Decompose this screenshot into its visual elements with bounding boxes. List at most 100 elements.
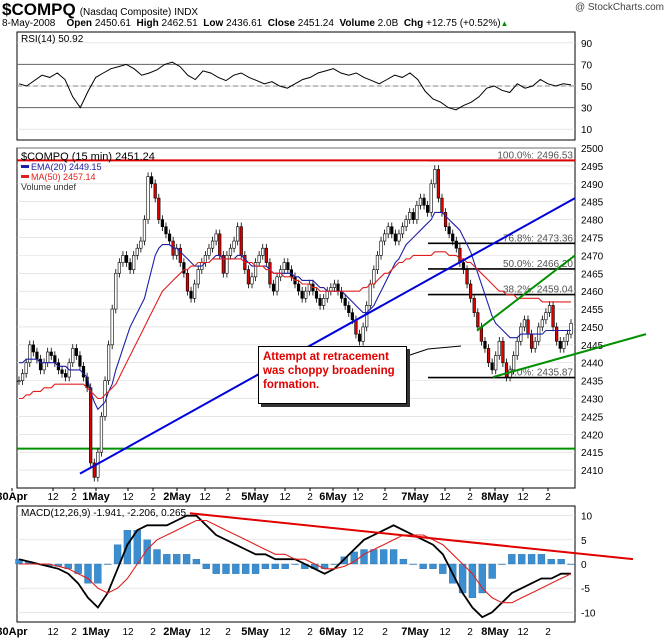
candle-body <box>81 366 86 378</box>
annotation-line-3: formation. <box>263 379 320 391</box>
candle-body <box>236 226 240 242</box>
candle-body <box>368 283 372 306</box>
high-label: High <box>136 18 159 29</box>
x-tick-label-macd: 2 <box>467 627 473 638</box>
candle-body <box>318 298 322 306</box>
candle-body <box>160 219 164 228</box>
macd-hist-bar <box>232 563 240 574</box>
macd-hist-bar <box>182 554 191 565</box>
candle-body <box>17 380 21 382</box>
candle-body <box>486 348 491 364</box>
candle-body <box>393 233 397 242</box>
macd-hist-bar <box>242 563 250 574</box>
price-tick-label: 2470 <box>581 251 604 262</box>
green-lower-trendline <box>492 333 647 379</box>
candle-body <box>454 240 458 249</box>
candle-body <box>89 387 93 464</box>
annotation-line-2: was choppy broadening <box>263 365 395 377</box>
candle-body <box>153 183 157 199</box>
candle-body <box>490 362 494 371</box>
chg-value: +12.75 (+0.52%) <box>426 18 501 29</box>
macd-hist-bar <box>261 563 270 569</box>
price-tick-label: 2445 <box>581 341 604 352</box>
candle-body <box>540 319 544 328</box>
candle-body <box>354 319 358 335</box>
macd-tick-label: 0 <box>581 560 587 571</box>
macd-hist-bar <box>439 563 447 574</box>
candle-body <box>565 333 570 342</box>
x-tick-label-price: 12 <box>199 492 211 503</box>
candle-body <box>142 219 147 242</box>
macd-hist-bar <box>370 549 378 565</box>
x-tick-label-macd: 2 <box>545 627 551 638</box>
candle-body <box>458 247 462 263</box>
candle-body <box>547 305 552 313</box>
quote-date: 8-May-2008 <box>2 18 56 29</box>
candle-body <box>189 290 193 299</box>
macd-hist-bar <box>192 559 201 565</box>
price-tick-label: 2475 <box>581 233 604 244</box>
candle-body <box>497 340 501 356</box>
macd-tick-label: 10 <box>581 512 593 523</box>
volume-value: 2.0B <box>377 18 399 29</box>
x-tick-label-macd: 12 <box>352 627 364 638</box>
annotation-pointer <box>406 345 462 357</box>
candle-body <box>408 212 412 220</box>
fib-label: 0.0%: 2435.87 <box>509 368 574 379</box>
candle-body <box>164 226 168 235</box>
candle-body <box>210 240 215 249</box>
macd-hist-bar <box>104 563 112 565</box>
rsi-tick-label: 10 <box>581 125 593 136</box>
price-tick-label: 2440 <box>581 359 604 370</box>
ema20-line <box>19 211 571 411</box>
close-label: Close <box>267 18 295 29</box>
candle-body <box>78 355 82 367</box>
price-tick-label: 2415 <box>581 448 604 459</box>
ma-legend: MA(50) 2457.14 <box>31 172 96 182</box>
price-tick-label: 2485 <box>581 198 604 209</box>
open-label: Open <box>66 18 93 29</box>
x-tick-label-macd: 2 <box>150 627 156 638</box>
x-tick-label-macd: 2May <box>163 626 191 638</box>
macd-histogram <box>15 530 575 598</box>
candle-body <box>314 290 319 299</box>
candle-body <box>193 283 197 299</box>
candle-body <box>300 290 304 299</box>
annotation-line-1: Attempt at retracement <box>263 351 389 363</box>
low-value: 2436.61 <box>226 18 263 29</box>
candle-body <box>533 340 537 349</box>
candle-body <box>332 283 337 288</box>
macd-hist-bar <box>173 554 181 565</box>
candle-body <box>296 283 301 292</box>
candle-body <box>512 355 516 371</box>
candle-body <box>246 269 251 285</box>
open-value: 2450.61 <box>94 18 131 29</box>
candle-body <box>42 362 46 371</box>
candle-body <box>522 319 527 328</box>
low-label: Low <box>203 18 224 29</box>
x-tick-label-price: 2May <box>163 491 191 503</box>
candle-body <box>228 247 233 256</box>
candle-body <box>117 262 121 274</box>
x-tick-label-macd: 12 <box>279 627 291 638</box>
x-tick-label-macd: 7May <box>401 626 429 638</box>
macd-hist-bar <box>271 563 279 569</box>
candle-body <box>494 355 498 371</box>
macd-hist-bar <box>468 563 477 598</box>
candle-body <box>53 355 57 364</box>
macd-hist-bar <box>518 554 526 565</box>
price-tick-label: 2410 <box>581 466 604 477</box>
candle-body <box>35 351 39 360</box>
candle-body <box>114 272 118 310</box>
candle-body <box>372 269 376 285</box>
exchange: INDX <box>174 7 199 18</box>
x-tick-label-price: 6May <box>319 491 347 503</box>
candle-body <box>110 308 114 346</box>
price-tick-label: 2495 <box>581 162 604 173</box>
x-tick-label-macd: 2 <box>225 627 231 638</box>
macd-hist-bar <box>409 563 417 565</box>
fib-label: 38.2%: 2459.04 <box>503 285 573 296</box>
candle-body <box>526 319 530 335</box>
macd-hist-bar <box>547 559 555 565</box>
symbol-title: $COMPQ (Nasdaq Composite) INDX <box>2 0 198 20</box>
